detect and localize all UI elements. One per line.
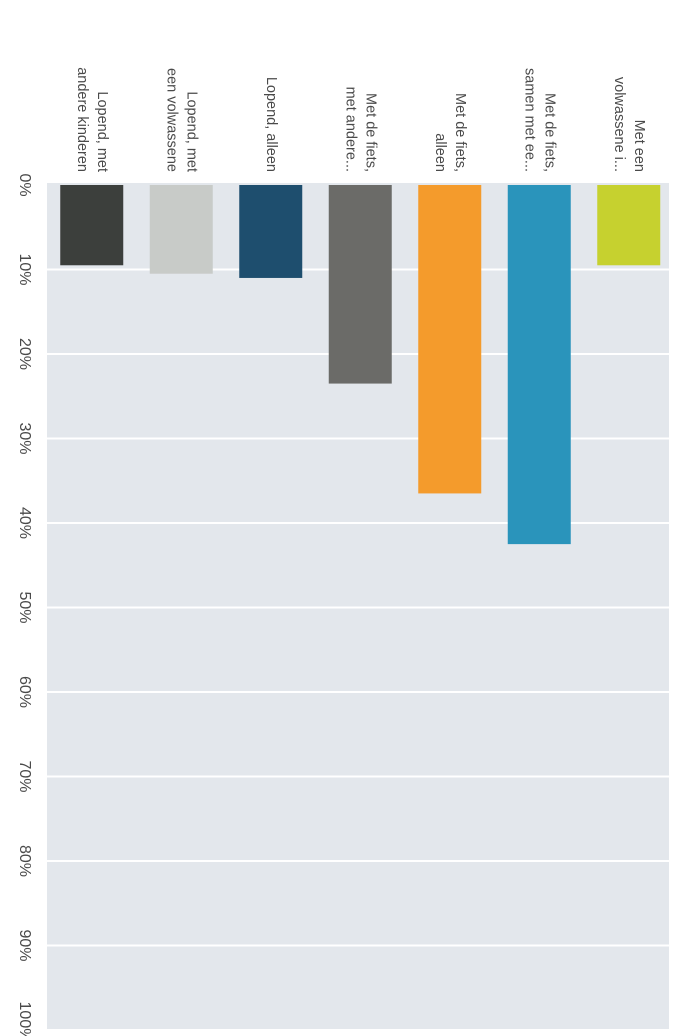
category-label-line: samen met ee... xyxy=(521,68,537,172)
category-label-line: volwassene i... xyxy=(611,77,627,172)
bar xyxy=(597,185,661,266)
category-label-line: Met de fiets, xyxy=(541,93,557,172)
tick-label: 60% xyxy=(16,676,33,708)
category-label-line: Met de fiets, xyxy=(362,93,378,172)
category-label-line: met andere... xyxy=(342,87,358,172)
bar xyxy=(507,185,571,545)
tick-label: 50% xyxy=(16,591,33,623)
bar xyxy=(60,185,124,266)
category-label: Met de fiets,met andere... xyxy=(342,87,378,172)
category-label-line: Lopend, met xyxy=(183,91,199,172)
category-label-line: Met de fiets, xyxy=(452,93,468,172)
tick-labels: 0% 10% 20% 30% 40% 50% 60% 70% 80% 90% 100% xyxy=(16,173,33,1036)
category-label-line: Lopend, alleen xyxy=(263,77,279,172)
tick-label: 100% xyxy=(16,1002,33,1036)
category-label: Lopend, alleen xyxy=(263,77,279,172)
bar xyxy=(149,185,213,274)
tick-label: 40% xyxy=(16,507,33,539)
tick-label: 90% xyxy=(16,929,33,961)
category-label-line: alleen xyxy=(432,133,448,172)
category-label-line: Lopend, met xyxy=(94,91,110,172)
tick-label: 20% xyxy=(16,338,33,370)
bar xyxy=(328,185,392,384)
category-label: Met de fiets,samen met ee... xyxy=(521,68,557,172)
tick-label: 80% xyxy=(16,845,33,877)
category-label-line: andere kinderen xyxy=(74,67,90,172)
bar xyxy=(239,185,303,278)
bars xyxy=(60,185,661,545)
tick-label: 0% xyxy=(16,173,33,196)
category-label-line: Met een xyxy=(631,120,647,172)
bar xyxy=(418,185,482,494)
category-label: Met de fiets,alleen xyxy=(432,93,468,172)
category-label-line: een volwassene xyxy=(163,68,179,172)
tick-label: 70% xyxy=(16,760,33,792)
tick-label: 10% xyxy=(16,253,33,285)
tick-label: 30% xyxy=(16,422,33,454)
